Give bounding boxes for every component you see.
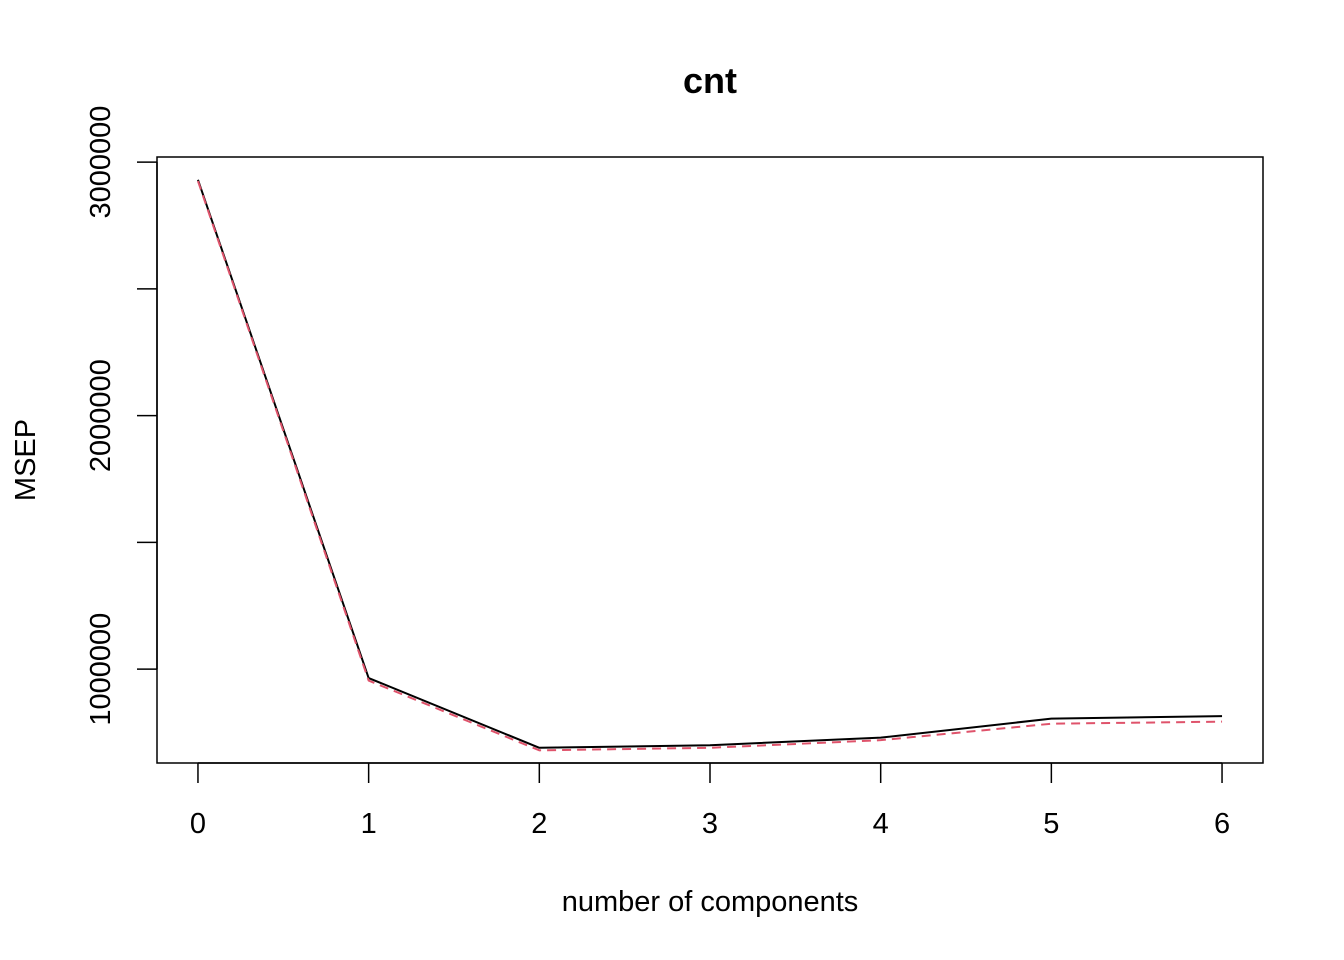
series-line-2 xyxy=(197,180,1223,752)
series-layer xyxy=(197,179,1223,752)
plot-frame xyxy=(156,156,1264,764)
x-tick-label: 3 xyxy=(702,808,718,840)
x-tick-label: 0 xyxy=(190,808,206,840)
x-tick-label: 4 xyxy=(873,808,889,840)
chart-title: cnt xyxy=(683,60,737,101)
y-tick-label: 2000000 xyxy=(85,359,117,472)
y-tick-label: 1000000 xyxy=(85,613,117,726)
x-axis: 0 1 2 3 4 5 6 xyxy=(190,762,1230,840)
x-tick-label: 6 xyxy=(1214,808,1230,840)
y-axis-label: MSEP xyxy=(10,419,42,501)
x-axis-label: number of components xyxy=(562,886,859,918)
x-tick-label: 5 xyxy=(1043,808,1059,840)
x-tick-label: 2 xyxy=(531,808,547,840)
series-line-1 xyxy=(197,179,1223,749)
y-tick-label: 3000000 xyxy=(85,106,117,219)
y-axis: 1000000 2000000 3000000 xyxy=(85,106,158,726)
x-tick-label: 1 xyxy=(361,808,377,840)
